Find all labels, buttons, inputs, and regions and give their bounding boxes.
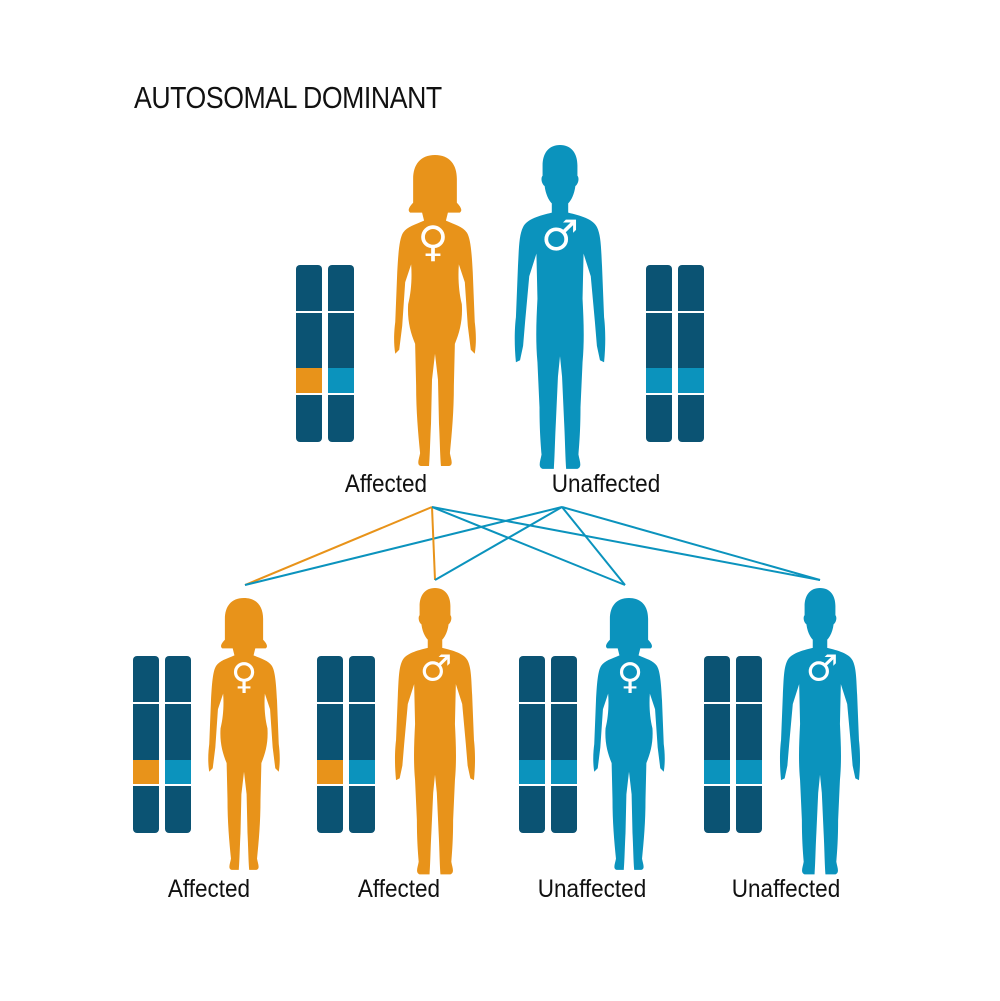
child-3-male-figure	[779, 588, 861, 875]
parent-0-female-figure	[394, 155, 476, 467]
father-to-child-line	[561, 506, 626, 586]
chromosome-body	[678, 265, 704, 442]
figures: ♀ ♂ ♀ ♂ ♀ ♂	[133, 145, 861, 875]
centromere-line	[519, 702, 545, 704]
male-symbol-icon: ♂	[541, 211, 579, 260]
mother-to-child-line	[244, 506, 433, 586]
chromosome-left	[646, 265, 672, 442]
mutant-gene-band	[317, 760, 343, 784]
chromosome-right	[349, 656, 375, 833]
centromere-line	[704, 702, 730, 704]
band-divider	[519, 784, 545, 786]
parent-1-chromosome-pair	[646, 265, 704, 442]
chromosome-left	[519, 656, 545, 833]
band-divider	[349, 784, 375, 786]
father-to-child-line	[561, 506, 821, 581]
diagram-title: AUTOSOMAL DOMINANT	[134, 80, 442, 115]
chromosome-body	[296, 265, 322, 442]
father-to-child-line	[244, 506, 563, 586]
child-1-status-label: Affected	[357, 875, 441, 903]
mother-to-child-line	[431, 506, 626, 586]
normal-gene-band	[349, 760, 375, 784]
child-3-chromosome-pair	[704, 656, 762, 833]
centromere-line	[165, 702, 191, 704]
parent-1-male-figure	[514, 145, 606, 469]
child-2-chromosome-pair	[519, 656, 577, 833]
chromosome-right	[678, 265, 704, 442]
centromere-line	[646, 311, 672, 313]
normal-gene-band	[328, 368, 354, 393]
child-0-status-label: Affected	[167, 875, 251, 903]
normal-gene-band	[519, 760, 545, 784]
child-0-female-figure	[208, 598, 280, 870]
normal-gene-band	[736, 760, 762, 784]
chromosome-right	[736, 656, 762, 833]
chromosome-right	[165, 656, 191, 833]
chromosome-body	[519, 656, 545, 833]
male-symbol-icon: ♂	[806, 649, 838, 690]
father-to-child-line	[434, 506, 563, 581]
child-3-status-label: Unaffected	[731, 875, 841, 903]
band-divider	[678, 393, 704, 395]
child-1-chromosome-pair	[317, 656, 375, 833]
centromere-line	[678, 311, 704, 313]
band-divider	[165, 784, 191, 786]
band-divider	[736, 784, 762, 786]
chromosome-body	[736, 656, 762, 833]
normal-gene-band	[678, 368, 704, 393]
chromosome-body	[133, 656, 159, 833]
chromosome-body	[349, 656, 375, 833]
centromere-line	[551, 702, 577, 704]
male-symbol-icon: ♂	[420, 649, 452, 690]
centromere-line	[349, 702, 375, 704]
band-divider	[296, 393, 322, 395]
child-2-status-label: Unaffected	[537, 875, 647, 903]
female-symbol-icon: ♀	[418, 217, 449, 266]
band-divider	[328, 393, 354, 395]
child-1-male-figure	[394, 588, 476, 875]
band-divider	[646, 393, 672, 395]
centromere-line	[736, 702, 762, 704]
centromere-line	[133, 702, 159, 704]
chromosome-left	[296, 265, 322, 442]
chromosome-body	[551, 656, 577, 833]
parent-0-chromosome-pair	[296, 265, 354, 442]
mother-to-child-line	[431, 506, 821, 581]
parent-0-status-label: Affected	[344, 470, 428, 498]
mutant-gene-band	[296, 368, 322, 393]
chromosome-body	[704, 656, 730, 833]
normal-gene-band	[165, 760, 191, 784]
mutant-gene-band	[133, 760, 159, 784]
centromere-line	[296, 311, 322, 313]
chromosome-right	[328, 265, 354, 442]
normal-gene-band	[551, 760, 577, 784]
band-divider	[551, 784, 577, 786]
chromosome-right	[551, 656, 577, 833]
chromosome-left	[317, 656, 343, 833]
female-symbol-icon: ♀	[617, 657, 643, 698]
centromere-line	[317, 702, 343, 704]
normal-gene-band	[646, 368, 672, 393]
child-0-chromosome-pair	[133, 656, 191, 833]
centromere-line	[328, 311, 354, 313]
parent-1-status-label: Unaffected	[551, 470, 661, 498]
chromosome-left	[704, 656, 730, 833]
chromosome-body	[328, 265, 354, 442]
band-divider	[704, 784, 730, 786]
inheritance-lines	[244, 506, 821, 586]
female-symbol-icon: ♀	[231, 657, 257, 698]
mother-to-child-line	[431, 506, 436, 581]
chromosome-body	[646, 265, 672, 442]
band-divider	[133, 784, 159, 786]
band-divider	[317, 784, 343, 786]
child-2-female-figure	[593, 598, 665, 870]
chromosome-body	[317, 656, 343, 833]
chromosome-left	[133, 656, 159, 833]
chromosome-body	[165, 656, 191, 833]
normal-gene-band	[704, 760, 730, 784]
